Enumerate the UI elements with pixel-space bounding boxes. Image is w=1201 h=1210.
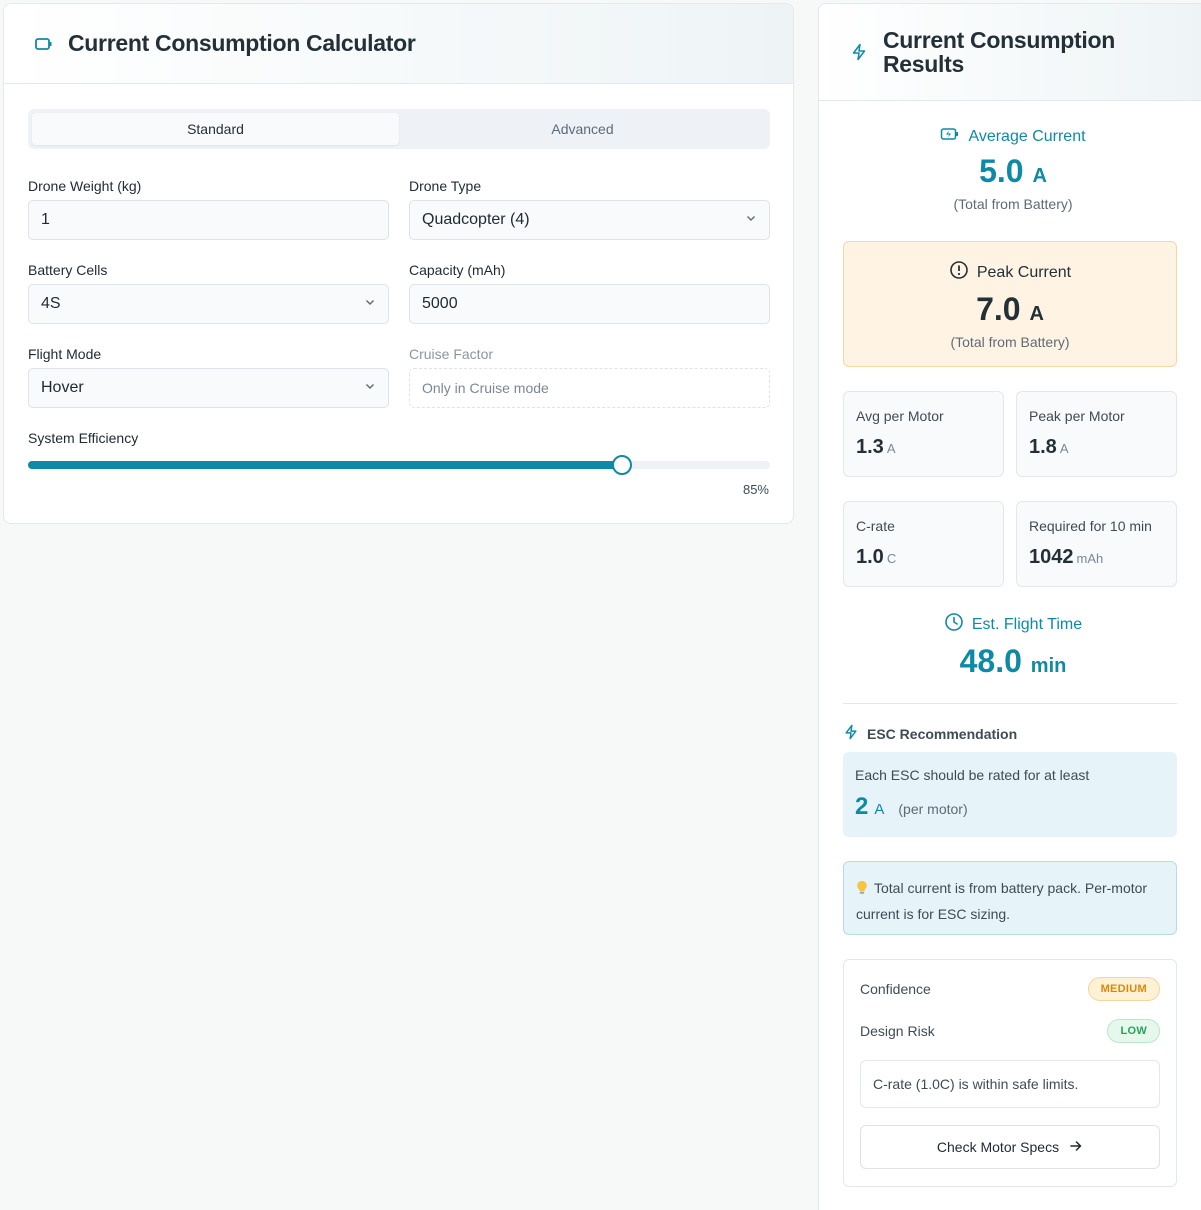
battery-charging-icon xyxy=(940,126,960,147)
avg-per-motor-unit: A xyxy=(886,441,896,456)
efficiency-slider-handle[interactable] xyxy=(612,455,632,475)
esc-per-motor: (per motor) xyxy=(898,801,968,817)
capacity-label: Capacity (mAh) xyxy=(409,262,506,278)
capacity-value: 5000 xyxy=(422,295,458,312)
cruise-factor-input[interactable]: Only in Cruise mode xyxy=(409,368,770,408)
drone-weight-field: Drone Weight (kg) 1 xyxy=(28,178,389,240)
c-rate-box: C-rate 1.0 C xyxy=(843,501,1004,587)
calculator-card: Current Consumption Calculator Standard … xyxy=(3,3,794,524)
avg-per-motor-box: Avg per Motor 1.3 A xyxy=(843,391,1004,477)
results-header: Current Consumption Results xyxy=(819,4,1201,101)
drone-type-label: Drone Type xyxy=(409,178,482,194)
battery-cells-field: Battery Cells 4S xyxy=(28,262,389,324)
esc-title-label: ESC Recommendation xyxy=(867,725,1018,742)
cruise-factor-field: Cruise Factor Only in Cruise mode xyxy=(409,346,770,408)
required-capacity-value: 1042 xyxy=(1029,546,1074,568)
lightning-icon xyxy=(843,724,859,743)
battery-icon xyxy=(32,32,56,56)
tab-advanced[interactable]: Advanced xyxy=(551,121,614,137)
confidence-badge: MEDIUM xyxy=(1087,977,1160,1001)
avg-per-motor-label: Avg per Motor xyxy=(856,408,944,424)
drone-weight-input[interactable]: 1 xyxy=(28,200,389,240)
battery-cells-label: Battery Cells xyxy=(28,262,108,278)
results-title: Current Consumption Results xyxy=(883,27,1115,77)
mode-tabs: Standard Advanced xyxy=(28,109,770,149)
esc-text: Each ESC should be rated for at least xyxy=(855,767,1090,783)
confidence-label: Confidence xyxy=(860,981,931,997)
design-risk-row: Design Risk LOW xyxy=(860,1019,1160,1043)
clock-icon xyxy=(944,612,964,637)
flight-time-value: 48.0 xyxy=(959,643,1022,679)
confidence-row: Confidence MEDIUM xyxy=(860,977,1160,1001)
c-rate-label: C-rate xyxy=(856,518,895,534)
average-current-sub: (Total from Battery) xyxy=(953,196,1073,212)
peak-current-box: Peak Current 7.0 A (Total from Battery) xyxy=(843,241,1177,367)
results-card: Current Consumption Results Average Curr… xyxy=(818,3,1201,1210)
peak-per-motor-box: Peak per Motor 1.8 A xyxy=(1016,391,1177,477)
flight-time-unit: min xyxy=(1030,655,1067,677)
average-current-unit: A xyxy=(1032,165,1047,187)
divider xyxy=(843,703,1177,704)
lightning-icon xyxy=(847,40,871,64)
required-capacity-label: Required for 10 min xyxy=(1029,518,1152,534)
peak-current-unit: A xyxy=(1029,303,1044,325)
capacity-input[interactable]: 5000 xyxy=(409,284,770,324)
risk-note: C-rate (1.0C) is within safe limits. xyxy=(860,1060,1160,1108)
drone-type-select[interactable]: Quadcopter (4) xyxy=(409,200,770,240)
calculator-title: Current Consumption Calculator xyxy=(68,30,416,56)
flight-time: Est. Flight Time 48.0 min xyxy=(819,612,1201,680)
cruise-factor-placeholder: Only in Cruise mode xyxy=(422,380,549,396)
efficiency-value: 85% xyxy=(742,482,769,497)
efficiency-label: System Efficiency xyxy=(28,430,139,446)
required-capacity-box: Required for 10 min 1042 mAh xyxy=(1016,501,1177,587)
average-current-value: 5.0 xyxy=(979,153,1024,189)
flight-mode-value: Hover xyxy=(41,379,84,396)
average-current: Average Current 5.0 A (Total from Batter… xyxy=(819,126,1201,212)
lightbulb-icon xyxy=(856,878,868,902)
alert-circle-icon xyxy=(949,260,969,285)
peak-per-motor-unit: A xyxy=(1059,441,1069,456)
chevron-down-icon xyxy=(364,379,376,397)
battery-cells-value: 4S xyxy=(41,295,61,312)
drone-type-field: Drone Type Quadcopter (4) xyxy=(409,178,770,240)
drone-type-value: Quadcopter (4) xyxy=(422,211,530,228)
info-note: Total current is from battery pack. Per-… xyxy=(843,861,1177,935)
c-rate-value: 1.0 xyxy=(856,546,884,568)
esc-recommendation-title: ESC Recommendation xyxy=(843,724,1017,743)
esc-value: 2 xyxy=(855,793,869,820)
design-risk-badge: LOW xyxy=(1107,1019,1160,1043)
check-motor-specs-label: Check Motor Specs xyxy=(936,1139,1060,1155)
efficiency-slider[interactable] xyxy=(28,455,770,475)
design-risk-label: Design Risk xyxy=(860,1023,935,1039)
flight-mode-select[interactable]: Hover xyxy=(28,368,389,408)
peak-per-motor-label: Peak per Motor xyxy=(1029,408,1125,424)
avg-per-motor-value: 1.3 xyxy=(856,436,884,458)
drone-weight-value: 1 xyxy=(41,211,50,228)
average-current-label: Average Current xyxy=(968,127,1086,145)
calculator-header: Current Consumption Calculator xyxy=(4,4,793,84)
chevron-down-icon xyxy=(745,211,757,229)
flight-mode-field: Flight Mode Hover xyxy=(28,346,389,408)
tab-standard[interactable]: Standard xyxy=(32,113,399,145)
info-note-text: Total current is from battery pack. Per-… xyxy=(856,880,1148,922)
confidence-box: Confidence MEDIUM Design Risk LOW C-rate… xyxy=(843,959,1177,1187)
peak-current-label: Peak Current xyxy=(976,263,1072,281)
cruise-factor-label: Cruise Factor xyxy=(409,346,494,362)
peak-current-value: 7.0 xyxy=(976,291,1021,327)
capacity-field: Capacity (mAh) 5000 xyxy=(409,262,770,324)
flight-mode-label: Flight Mode xyxy=(28,346,102,362)
flight-time-label: Est. Flight Time xyxy=(971,615,1083,633)
efficiency-slider-fill xyxy=(28,461,622,469)
chevron-down-icon xyxy=(364,295,376,313)
peak-per-motor-value: 1.8 xyxy=(1029,436,1057,458)
battery-cells-select[interactable]: 4S xyxy=(28,284,389,324)
c-rate-unit: C xyxy=(886,551,897,566)
drone-weight-label: Drone Weight (kg) xyxy=(28,178,142,194)
esc-unit: A xyxy=(874,801,885,818)
required-capacity-unit: mAh xyxy=(1076,551,1104,566)
peak-current-sub: (Total from Battery) xyxy=(950,334,1070,350)
esc-recommendation-box: Each ESC should be rated for at least 2 … xyxy=(843,752,1177,837)
arrow-right-icon xyxy=(1069,1139,1083,1156)
check-motor-specs-button[interactable]: Check Motor Specs xyxy=(860,1125,1160,1169)
